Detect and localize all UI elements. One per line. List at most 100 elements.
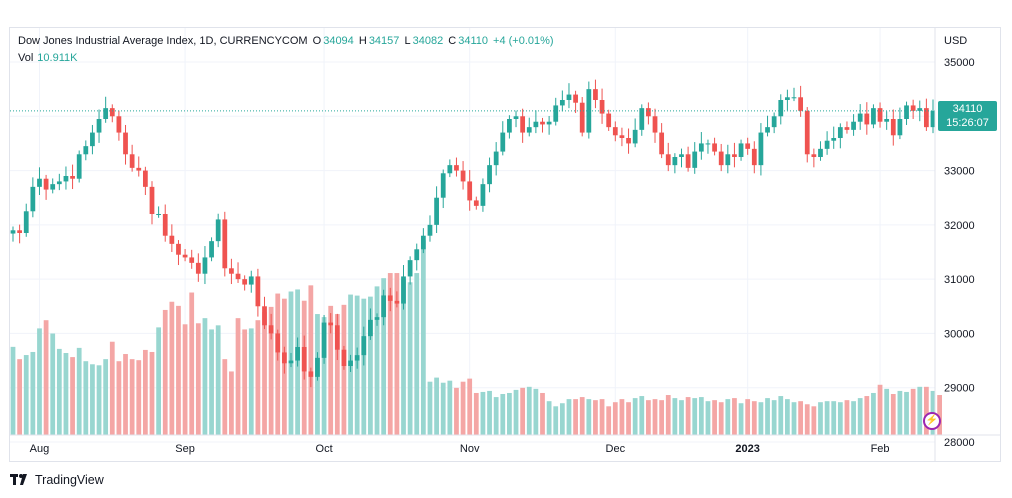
candle-body	[824, 140, 830, 149]
close-label: C	[448, 35, 457, 47]
candle-body	[76, 154, 82, 179]
volume-bar	[23, 355, 29, 435]
candle-body	[798, 97, 804, 111]
high-value: 34157	[368, 35, 400, 47]
volume-bar	[262, 312, 267, 435]
candle-body	[884, 119, 890, 122]
volume-bar	[129, 359, 135, 435]
candle-body	[520, 116, 526, 133]
volume-bar	[579, 397, 585, 435]
candle-body	[771, 116, 777, 128]
candle-body	[579, 102, 585, 133]
volume-bar	[665, 395, 671, 435]
candle-body	[162, 214, 168, 236]
candle-body	[63, 176, 69, 182]
volume-bar	[606, 406, 612, 435]
volume-bar	[831, 401, 837, 435]
candle-body	[156, 214, 161, 215]
volume-bar	[632, 398, 638, 435]
volume-bar	[50, 333, 56, 435]
candle-body	[268, 325, 274, 334]
candle-body	[328, 322, 334, 326]
volume-bar	[381, 278, 387, 435]
grid-lines	[10, 28, 935, 443]
volume-bar	[103, 359, 109, 435]
volume-bar	[652, 399, 658, 435]
candle-body	[923, 108, 929, 128]
y-tick-label: 35000	[944, 57, 975, 69]
volume-bar	[162, 309, 168, 435]
candle-body	[606, 113, 612, 128]
volume-bar	[553, 406, 559, 435]
candle-body	[209, 241, 214, 258]
candle-body	[593, 89, 598, 100]
volume-bar	[96, 365, 102, 435]
x-tick-label: Nov	[460, 443, 480, 455]
volume-bar	[679, 400, 684, 435]
volume-bar	[771, 400, 777, 435]
volume-bar	[798, 401, 804, 435]
volume-bar	[884, 388, 890, 435]
candle-body	[315, 357, 320, 377]
volume-bar	[619, 399, 625, 435]
volume-bar	[480, 391, 486, 435]
volume-bar	[890, 394, 896, 435]
candle-body	[142, 170, 148, 187]
candle-body	[831, 138, 837, 141]
chart-frame	[9, 27, 1001, 462]
candle-body	[387, 295, 393, 301]
candle-body	[229, 268, 234, 274]
candle-body	[103, 108, 109, 119]
price-candles	[10, 79, 936, 388]
volume-bar	[202, 318, 208, 435]
candle-body	[334, 325, 340, 350]
candle-body	[368, 319, 373, 337]
y-tick-label: 28000	[944, 437, 975, 449]
volume-bar	[520, 387, 526, 435]
candle-body	[818, 148, 823, 157]
candle-body	[646, 108, 651, 117]
volume-bar	[844, 400, 850, 435]
volume-bar	[182, 324, 188, 435]
candle-body	[109, 108, 115, 117]
candle-body	[765, 127, 770, 133]
candle-body	[692, 151, 698, 168]
candle-body	[546, 121, 552, 125]
volume-bar	[837, 402, 843, 435]
candle-body	[255, 276, 261, 307]
candle-body	[176, 243, 181, 255]
currency-label[interactable]: USD	[944, 35, 968, 47]
candle-body	[732, 154, 737, 157]
volume-bar	[500, 394, 506, 435]
volume-bar	[387, 273, 393, 435]
candle-body	[619, 135, 625, 138]
volume-bar	[712, 400, 717, 435]
candle-body	[910, 105, 916, 111]
volume-label[interactable]: Vol	[18, 52, 34, 64]
volume-bars	[10, 240, 943, 435]
lightning-icon[interactable]: ⚡	[923, 412, 941, 430]
volume-bar	[804, 404, 810, 435]
volume-bar	[142, 349, 148, 435]
volume-bar	[440, 382, 446, 435]
candle-body	[447, 165, 453, 174]
candle-body	[745, 143, 751, 149]
volume-bar	[824, 401, 830, 435]
volume-bar	[917, 386, 923, 435]
volume-bar	[248, 328, 254, 435]
volume-bar	[751, 401, 757, 435]
volume-bar	[559, 403, 565, 435]
symbol-title[interactable]: Dow Jones Industrial Average Index, 1D, …	[18, 35, 308, 47]
candle-body	[235, 273, 241, 280]
volume-bar	[195, 323, 201, 435]
tradingview-brand[interactable]: TradingView	[10, 472, 104, 488]
volume-bar	[672, 398, 678, 435]
volume-bar	[904, 391, 909, 435]
candle-body	[553, 105, 559, 122]
candle-body	[473, 200, 479, 206]
volume-bar	[937, 395, 943, 435]
candle-body	[37, 178, 42, 187]
x-tick-label: Oct	[316, 443, 333, 455]
volume-bar	[785, 399, 790, 435]
